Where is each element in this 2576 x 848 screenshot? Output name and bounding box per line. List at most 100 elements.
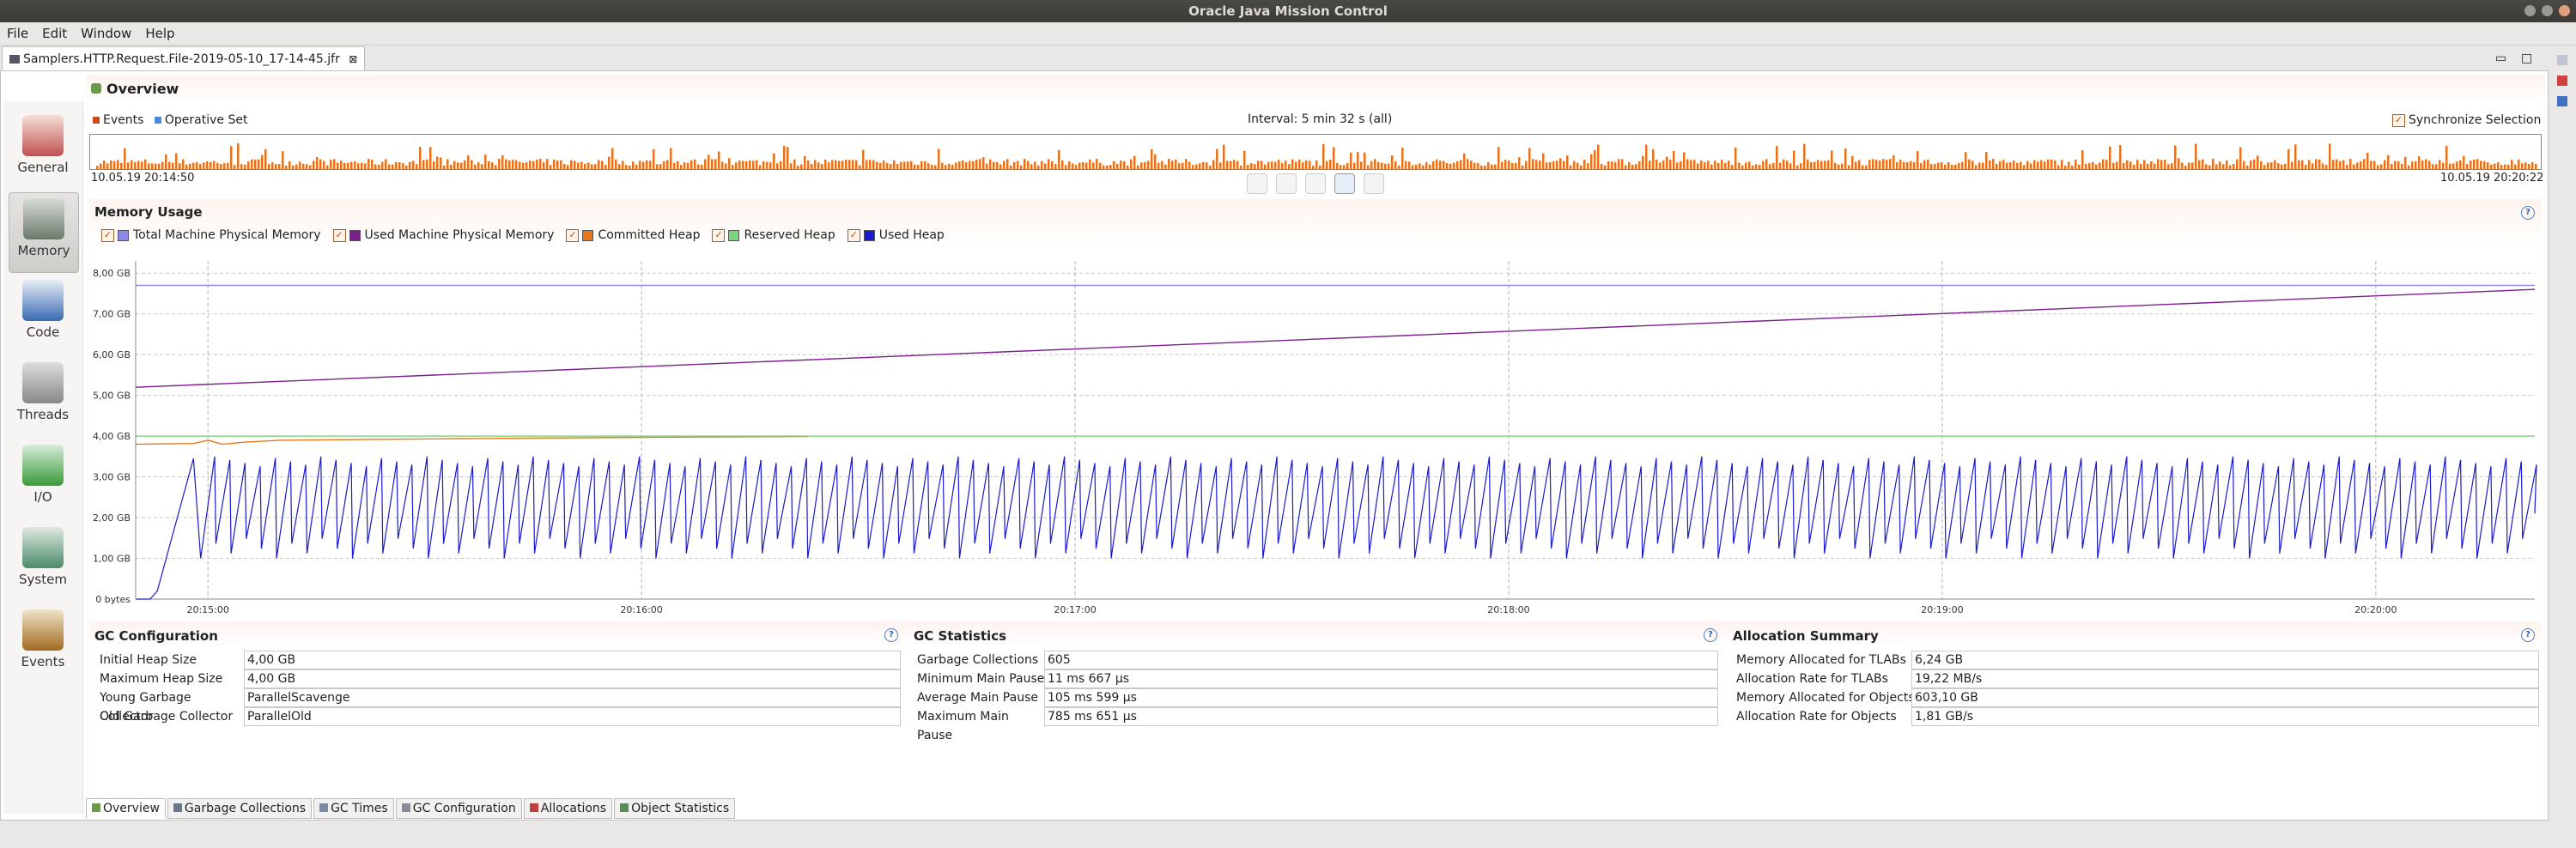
nav-code[interactable]: Code [9,275,77,354]
operative-legend-label: Operative Set [164,113,248,127]
tab-garbage-collections[interactable]: Garbage Collections [167,798,313,819]
legend-committed-heap[interactable]: ✓ Committed Heap [566,228,700,242]
legend-checkbox[interactable]: ✓ [101,228,114,242]
timeline-event-bar [701,164,703,169]
legend-used-heap[interactable]: ✓ Used Heap [847,228,945,242]
timeline-event-bar [1542,153,1545,169]
close-button[interactable] [2559,5,2570,16]
timeline-event-bar [1487,162,1490,169]
legend-checkbox[interactable]: ✓ [847,228,860,242]
toolbar-icon-2[interactable] [2557,76,2567,86]
kv-value[interactable]: 6,24 GB [1911,651,2539,669]
zoom-selection-icon[interactable] [1334,173,1355,194]
nav-memory[interactable]: Memory [9,192,79,273]
timeline-event-bar [1607,161,1610,169]
timeline-event-bar [872,160,875,169]
timeline-event-bar [2136,160,2139,169]
timeline-event-bar [2078,164,2081,169]
kv-value[interactable]: ParallelOld [244,707,901,726]
gc-stats-help-icon[interactable]: ? [1704,628,1717,642]
legend-reserved-heap[interactable]: ✓ Reserved Heap [712,228,835,242]
kv-value[interactable]: 105 ms 599 µs [1044,688,1718,707]
zoom-fit-icon[interactable] [1305,173,1326,194]
nav-threads[interactable]: Threads [9,357,77,436]
tab-overview[interactable]: Overview [86,798,166,819]
nav-system[interactable]: System [9,522,77,601]
menu-window[interactable]: Window [81,26,132,41]
timeline-event-bar [563,164,566,169]
legend-checkbox[interactable]: ✓ [712,228,726,242]
timeline-event-bar [546,159,549,169]
timeline-event-bar [920,161,923,169]
zoom-in-icon[interactable] [1247,173,1267,194]
kv-value[interactable]: 19,22 MB/s [1911,669,2539,688]
toolbar-icon-3[interactable] [2557,96,2567,106]
nav-io[interactable]: I/O [9,439,77,518]
memory-usage-help-icon[interactable]: ? [2521,206,2535,220]
timeline-event-bar [1010,165,1012,169]
timeline-event-bar [1539,161,1541,169]
view-maximize-icon[interactable]: □ [2521,51,2533,65]
kv-value[interactable]: 4,00 GB [244,669,901,688]
tab-object-statistics[interactable]: Object Statistics [614,798,736,819]
legend-swatch [582,229,594,241]
timeline-event-bar [1271,161,1273,169]
timeline-event-bar [2483,161,2486,169]
timeline-event-bar [845,160,848,169]
timeline-event-bar [1793,150,1795,169]
nav-general[interactable]: General [9,110,77,189]
alloc-summary-help-icon[interactable]: ? [2521,628,2535,642]
zoom-reset-icon[interactable] [1364,173,1384,194]
kv-value[interactable]: 605 [1044,651,1718,669]
kv-value[interactable]: 1,81 GB/s [1911,707,2539,726]
timeline-event-bar [807,160,810,169]
timeline-strip[interactable] [89,134,2542,170]
timeline-event-bar [1659,162,1662,169]
legend-total-physical[interactable]: ✓ Total Machine Physical Memory [101,228,321,242]
timeline-event-bar [144,159,147,169]
timeline-event-bar [2325,165,2328,169]
kv-value[interactable]: 603,10 GB [1911,688,2539,707]
close-tab-icon[interactable]: ⊠ [349,53,358,65]
editor-tab[interactable]: Samplers.HTTP.Request.File-2019-05-10_17… [2,46,366,71]
kv-value[interactable]: 4,00 GB [244,651,901,669]
kv-value[interactable]: ParallelScavenge [244,688,901,707]
tab-allocations[interactable]: Allocations [523,798,613,819]
tab-gc-times[interactable]: GC Times [313,798,394,819]
menu-help[interactable]: Help [145,26,175,41]
legend-used-physical[interactable]: ✓ Used Machine Physical Memory [332,228,554,242]
sync-selection-checkbox[interactable]: ✓ [2392,113,2405,127]
tab-gc-configuration[interactable]: GC Configuration [395,798,522,819]
timeline-event-bar [203,162,205,169]
kv-value[interactable]: 785 ms 651 µs [1044,707,1718,726]
view-minimize-icon[interactable]: ▭ [2495,51,2507,65]
timeline-event-bar [1168,159,1170,169]
timeline-event-bar [605,165,607,169]
sync-selection[interactable]: ✓ Synchronize Selection [2392,113,2541,127]
timeline-event-bar [1666,156,1668,169]
timeline-event-bar [1498,147,1500,169]
timeline-event-bar [2415,161,2417,169]
kv-value[interactable]: 11 ms 667 µs [1044,669,1718,688]
timeline-event-bar [941,162,944,169]
timeline-event-bar [848,160,851,169]
legend-checkbox[interactable]: ✓ [566,228,580,242]
zoom-out-icon[interactable] [1276,173,1297,194]
timeline-event-bar [2380,164,2383,169]
timeline-event-bar [333,159,336,169]
kv-row: Initial Heap Size 4,00 GB [96,651,901,669]
memory-usage-chart[interactable]: 0 bytes 1,00 GB 2,00 GB 3,00 GB 4,00 GB 5,00 … [89,254,2542,615]
timeline-event-bar [1958,162,1960,169]
timeline-event-bar [443,165,446,169]
nav-events[interactable]: Events [9,604,77,683]
minimize-button[interactable] [2524,5,2536,16]
toolbar-icon-1[interactable] [2557,55,2567,65]
maximize-button[interactable] [2542,5,2553,16]
timeline-event-bar [958,161,961,169]
menu-edit[interactable]: Edit [42,26,68,41]
legend-checkbox[interactable]: ✓ [332,228,346,242]
menu-file[interactable]: File [7,26,29,41]
timeline-event-bar [1415,164,1418,169]
gc-config-help-icon[interactable]: ? [884,628,898,642]
timeline-event-bar [2531,162,2534,169]
